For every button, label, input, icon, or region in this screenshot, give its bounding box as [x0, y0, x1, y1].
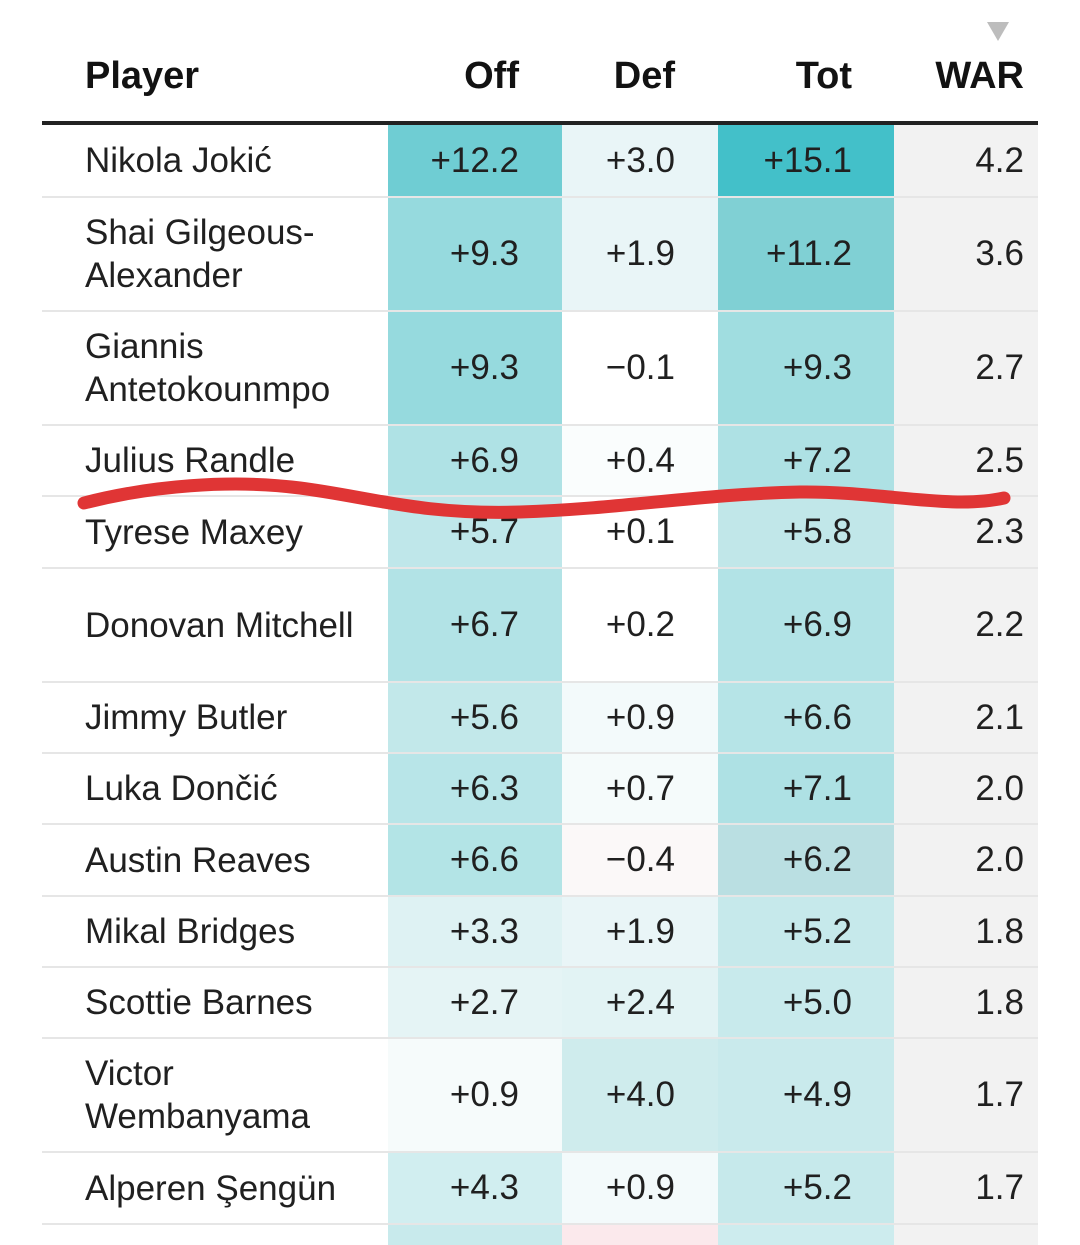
- player-name: Donovan Mitchell: [85, 605, 354, 645]
- player-stats-table: Nikola Jokić +12.2 +3.0 +15.1 4.2 Shai G…: [42, 125, 1038, 1245]
- table-row: Mikal Bridges +3.3 +1.9 +5.2 1.8: [42, 897, 1038, 968]
- war-value: 2.5: [894, 426, 1038, 495]
- table-row: Julius Randle +6.9 +0.4 +7.2 2.5: [42, 426, 1038, 497]
- table-row: Austin Reaves +6.6 −0.4 +6.2 2.0: [42, 825, 1038, 897]
- war-value: 2.0: [894, 754, 1038, 823]
- def-value: −0.4: [562, 825, 718, 895]
- tot-value: +4.9: [718, 1039, 894, 1151]
- def-value: +0.2: [562, 569, 718, 681]
- player-name: Shai Gilgeous-Alexander: [85, 213, 315, 295]
- def-value: +0.7: [562, 754, 718, 823]
- table-row: Tyrese Maxey +5.7 +0.1 +5.8 2.3: [42, 497, 1038, 569]
- tot-value: +5.2: [718, 897, 894, 966]
- tot-value: +6.6: [718, 683, 894, 752]
- table-row-partial: [42, 1225, 1038, 1245]
- def-value: +0.4: [562, 426, 718, 495]
- war-value: 1.7: [894, 1153, 1038, 1223]
- table-row: Giannis Antetokounmpo +9.3 −0.1 +9.3 2.7: [42, 312, 1038, 426]
- def-value: +2.4: [562, 968, 718, 1037]
- player-name: Victor Wembanyama: [85, 1054, 311, 1136]
- def-value: +0.9: [562, 683, 718, 752]
- tot-value: +9.3: [718, 312, 894, 424]
- war-value: 4.2: [894, 125, 1038, 196]
- war-value: 1.8: [894, 897, 1038, 966]
- player-name: Nikola Jokić: [85, 141, 272, 180]
- war-value: 2.1: [894, 683, 1038, 752]
- def-value: +0.9: [562, 1153, 718, 1223]
- off-value: [388, 1225, 562, 1245]
- player-name: Alperen Şengün: [85, 1168, 337, 1208]
- tot-value: +5.0: [718, 968, 894, 1037]
- header-divider: [42, 121, 1038, 125]
- tot-value: +6.9: [718, 569, 894, 681]
- column-header-off[interactable]: Off: [464, 55, 519, 97]
- war-value: [894, 1225, 1038, 1245]
- tot-value: +11.2: [718, 198, 894, 310]
- tot-value: +15.1: [718, 125, 894, 196]
- off-value: +9.3: [388, 198, 562, 310]
- def-value: −0.1: [562, 312, 718, 424]
- table-row: Shai Gilgeous-Alexander +9.3 +1.9 +11.2 …: [42, 198, 1038, 312]
- tot-value: [718, 1225, 894, 1245]
- table-row: Luka Dončić +6.3 +0.7 +7.1 2.0: [42, 754, 1038, 825]
- war-value: 2.0: [894, 825, 1038, 895]
- off-value: +9.3: [388, 312, 562, 424]
- player-name: Giannis Antetokounmpo: [85, 327, 331, 409]
- player-name: Austin Reaves: [85, 840, 311, 880]
- tot-value: +6.2: [718, 825, 894, 895]
- war-value: 2.7: [894, 312, 1038, 424]
- off-value: +6.9: [388, 426, 562, 495]
- off-value: +4.3: [388, 1153, 562, 1223]
- table-row: Jimmy Butler +5.6 +0.9 +6.6 2.1: [42, 683, 1038, 754]
- off-value: +5.6: [388, 683, 562, 752]
- player-name: Mikal Bridges: [85, 912, 296, 951]
- table-row: Alperen Şengün +4.3 +0.9 +5.2 1.7: [42, 1153, 1038, 1225]
- off-value: +6.6: [388, 825, 562, 895]
- off-value: +6.3: [388, 754, 562, 823]
- player-name: Scottie Barnes: [85, 983, 313, 1022]
- table-row: Scottie Barnes +2.7 +2.4 +5.0 1.8: [42, 968, 1038, 1039]
- off-value: +2.7: [388, 968, 562, 1037]
- def-value: +1.9: [562, 897, 718, 966]
- table-row: Nikola Jokić +12.2 +3.0 +15.1 4.2: [42, 125, 1038, 198]
- column-header-def[interactable]: Def: [613, 55, 675, 97]
- tot-value: +5.2: [718, 1153, 894, 1223]
- def-value: [562, 1225, 718, 1245]
- def-value: +1.9: [562, 198, 718, 310]
- war-value: 3.6: [894, 198, 1038, 310]
- tot-value: +7.2: [718, 426, 894, 495]
- off-value: +5.7: [388, 497, 562, 567]
- column-header-player[interactable]: Player: [85, 55, 200, 97]
- player-name: Jimmy Butler: [85, 698, 288, 737]
- war-value: 2.2: [894, 569, 1038, 681]
- off-value: +12.2: [388, 125, 562, 196]
- war-value: 1.8: [894, 968, 1038, 1037]
- table-row: Victor Wembanyama +0.9 +4.0 +4.9 1.7: [42, 1039, 1038, 1153]
- column-header-war[interactable]: WAR: [935, 55, 1024, 97]
- off-value: +3.3: [388, 897, 562, 966]
- off-value: +6.7: [388, 569, 562, 681]
- war-value: 1.7: [894, 1039, 1038, 1151]
- def-value: +3.0: [562, 125, 718, 196]
- def-value: +4.0: [562, 1039, 718, 1151]
- war-value: 2.3: [894, 497, 1038, 567]
- table-header: Player Off Def Tot WAR: [42, 48, 1038, 120]
- column-header-tot[interactable]: Tot: [795, 55, 852, 97]
- tot-value: +7.1: [718, 754, 894, 823]
- off-value: +0.9: [388, 1039, 562, 1151]
- tot-value: +5.8: [718, 497, 894, 567]
- player-name: Luka Dončić: [85, 769, 278, 808]
- player-name: Tyrese Maxey: [85, 512, 303, 552]
- def-value: +0.1: [562, 497, 718, 567]
- table-row: Donovan Mitchell +6.7 +0.2 +6.9 2.2: [42, 569, 1038, 683]
- player-name: Julius Randle: [85, 441, 296, 480]
- sort-descending-icon[interactable]: [987, 22, 1009, 41]
